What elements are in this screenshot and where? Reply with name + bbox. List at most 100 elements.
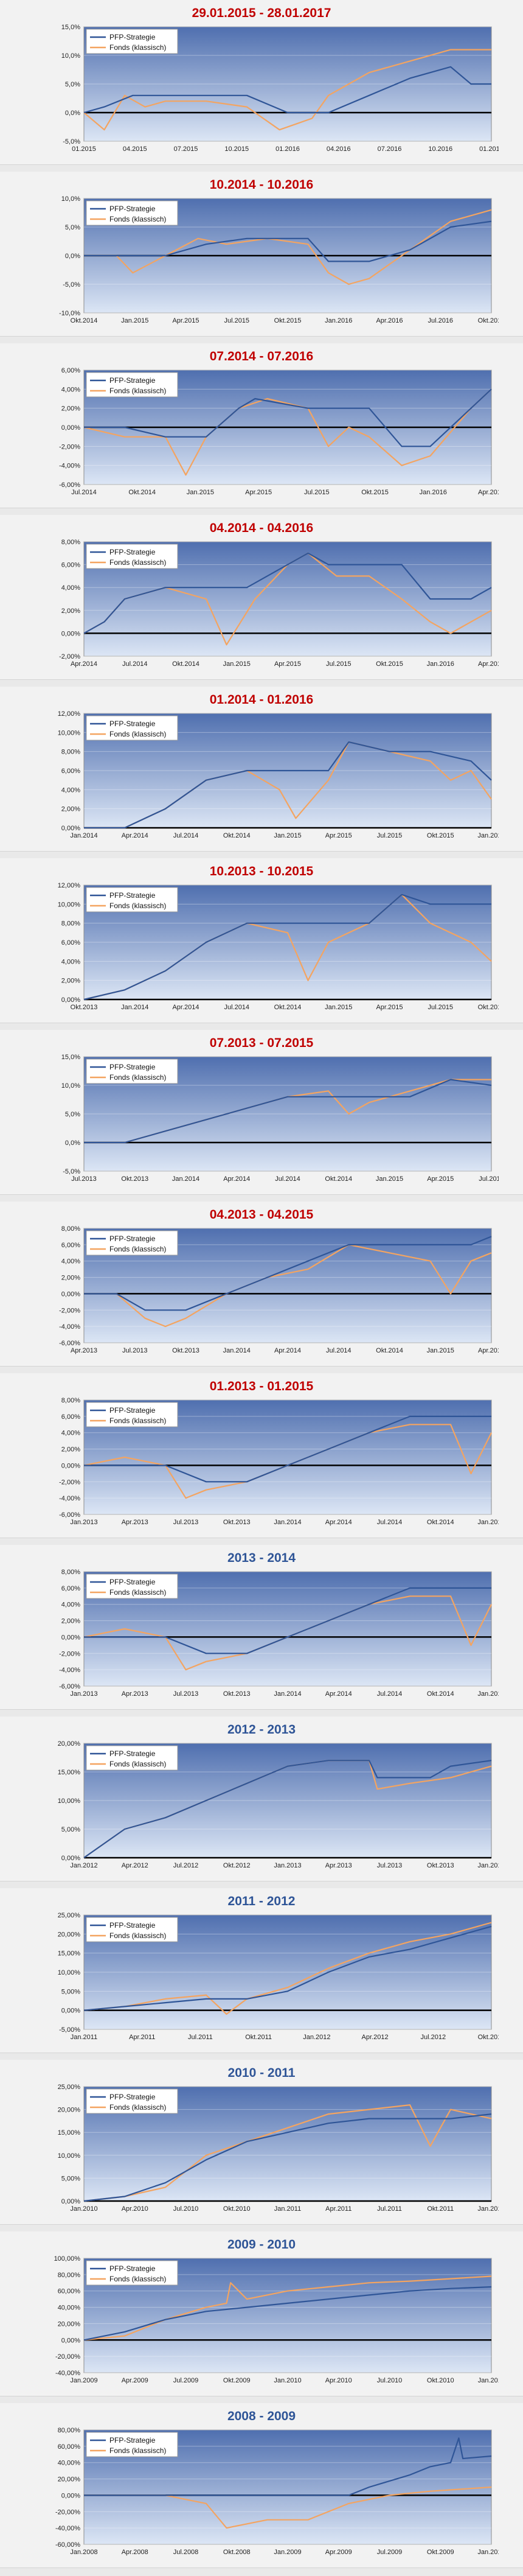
x-tick-label: Jan.2015 [477,1519,499,1526]
x-tick-label: Jan.2010 [477,2549,499,2556]
x-tick-label: Apr.2014 [325,1519,352,1526]
line-chart: -10,0% -5,0% 0,0% 5,0% 10,0% Okt.2014 Jan.2015… [59,195,499,324]
chart-title: 2008 - 2009 [227,2409,296,2423]
x-tick-label: Okt.2014 [128,489,156,496]
y-tick-label: 10,00% [58,2152,81,2160]
x-tick-label: Apr.2016 [478,489,499,496]
y-tick-label: 6,00% [61,562,80,569]
x-tick-label: Jul.2014 [71,489,97,496]
x-tick-label: Apr.2012 [362,2034,389,2041]
line-chart: -6,00% -4,00% -2,00% 0,00% 2,00% 4,00% 6,00% 8,… [59,1569,499,1698]
y-tick-label: 6,00% [61,1413,80,1421]
legend-label-fund: Fonds (klassisch) [109,558,166,567]
y-tick-label: -5,00% [59,2026,80,2034]
y-tick-label: 6,00% [61,1242,80,1249]
legend-label-fund: Fonds (klassisch) [109,215,166,223]
series-line-strategy [84,2437,492,2496]
x-tick-label: Jul.2013 [173,1690,199,1698]
chart-title: 01.2014 - 01.2016 [209,693,314,707]
x-tick-label: Jan.2013 [70,1690,97,1698]
x-tick-label: 10.2015 [224,145,249,153]
x-tick-label: Jul.2015 [224,317,249,324]
x-tick-label: Apr.2015 [245,489,272,496]
series-line-fund [84,2486,492,2529]
x-tick-label: Apr.2016 [478,660,499,668]
y-tick-label: 15,00% [58,1769,81,1776]
x-tick-label: Jan.2015 [274,832,301,839]
x-tick-label: Okt.2014 [427,1519,454,1526]
y-tick-label: -20,00% [55,2508,80,2516]
line-chart: -6,00% -4,00% -2,00% 0,00% 2,00% 4,00% 6,00% Ju… [59,367,499,496]
x-tick-label: Okt.2013 [223,1519,251,1526]
x-tick-label: Okt.2010 [223,2205,251,2213]
y-tick-label: 8,00% [61,539,80,546]
series-line-strategy [83,2113,492,2202]
chart-panel: 07.2014 - 07.2016 -6,00% -4,00% -2,00% 0,00%… [0,343,523,508]
x-tick-label: Jan.2015 [121,317,148,324]
x-tick-label: Jan.2014 [274,1519,301,1526]
y-tick-label: 0,00% [61,996,80,1004]
x-tick-label: Apr.2015 [172,317,199,324]
x-tick-label: Apr.2014 [274,1347,301,1354]
legend-label-fund: Fonds (klassisch) [109,2103,166,2112]
x-tick-label: 07.2015 [174,145,198,153]
y-tick-label: 40,00% [58,2305,81,2312]
y-tick-label: 4,00% [61,786,80,794]
legend-label-strategy: PFP-Strategie [109,2436,156,2445]
x-tick-label: Apr.2013 [71,1347,97,1354]
x-tick-label: Okt.2014 [71,317,98,324]
x-tick-label: 04.2015 [123,145,147,153]
y-tick-label: 0,00% [61,1290,80,1298]
legend-box [86,2432,178,2457]
x-tick-label: Jul.2015 [428,1004,453,1011]
y-tick-label: 4,00% [61,1258,80,1265]
chart-panel: 10.2014 - 10.2016 -10,0% -5,0% 0,0% 5,0% 10,0… [0,172,523,337]
legend-label-fund: Fonds (klassisch) [109,1760,166,1768]
y-tick-label: 20,00% [58,2107,81,2114]
y-tick-label: 2,00% [61,1275,80,1282]
y-tick-label: 80,00% [58,2427,81,2434]
y-tick-label: 40,00% [58,2460,81,2467]
legend-label-fund: Fonds (klassisch) [109,2446,166,2455]
x-tick-label: Apr.2014 [71,660,97,668]
legend-label-fund: Fonds (klassisch) [109,1588,166,1597]
legend-label-strategy: PFP-Strategie [109,719,156,728]
y-tick-label: 0,00% [61,2337,80,2344]
x-tick-label: Okt.2009 [427,2549,454,2556]
y-tick-label: 0,0% [65,110,80,117]
y-tick-label: 12,00% [58,882,81,889]
y-tick-label: 10,00% [58,901,81,908]
series-line-strategy [83,1760,492,1858]
x-tick-label: Jan.2009 [274,2549,301,2556]
y-tick-label: 5,0% [65,81,80,88]
legend-label-fund: Fonds (klassisch) [109,901,166,910]
line-chart: -60,00% -40,00% -20,00% 0,00% 20,00% 40,00% 60… [55,2427,499,2556]
x-tick-label: Okt.2014 [427,1690,454,1698]
legend-label-fund: Fonds (klassisch) [109,387,166,395]
y-tick-label: 20,00% [58,2320,81,2328]
x-tick-label: 10.2016 [428,145,452,153]
y-tick-label: -2,00% [59,1479,80,1486]
legend-box [86,200,178,226]
chart-title: 2012 - 2013 [227,1723,296,1737]
x-tick-label: Okt.2009 [223,2377,251,2384]
y-tick-label: 5,0% [65,224,80,231]
legend-box [86,544,178,569]
y-tick-label: -4,00% [59,1667,80,1674]
chart-title: 01.2013 - 01.2015 [209,1379,314,1393]
x-tick-label: Jul.2014 [377,1519,403,1526]
x-tick-label: Jan.2013 [274,1862,301,1869]
x-tick-label: Apr.2014 [122,832,148,839]
chart-panel: 2013 - 2014 -6,00% -4,00% -2,00% 0,00% 2,00% 4… [0,1545,523,1710]
legend-label-strategy: PFP-Strategie [109,1063,156,1071]
chart-panel: 07.2013 - 07.2015 -5,0% 0,0% 5,0% 10,0% 15,0%… [0,1030,523,1195]
x-tick-label: Jan.2014 [172,1175,199,1183]
legend-label-fund: Fonds (klassisch) [109,1245,166,1253]
y-tick-label: 8,00% [61,1397,80,1404]
y-tick-label: 2,00% [61,806,80,813]
